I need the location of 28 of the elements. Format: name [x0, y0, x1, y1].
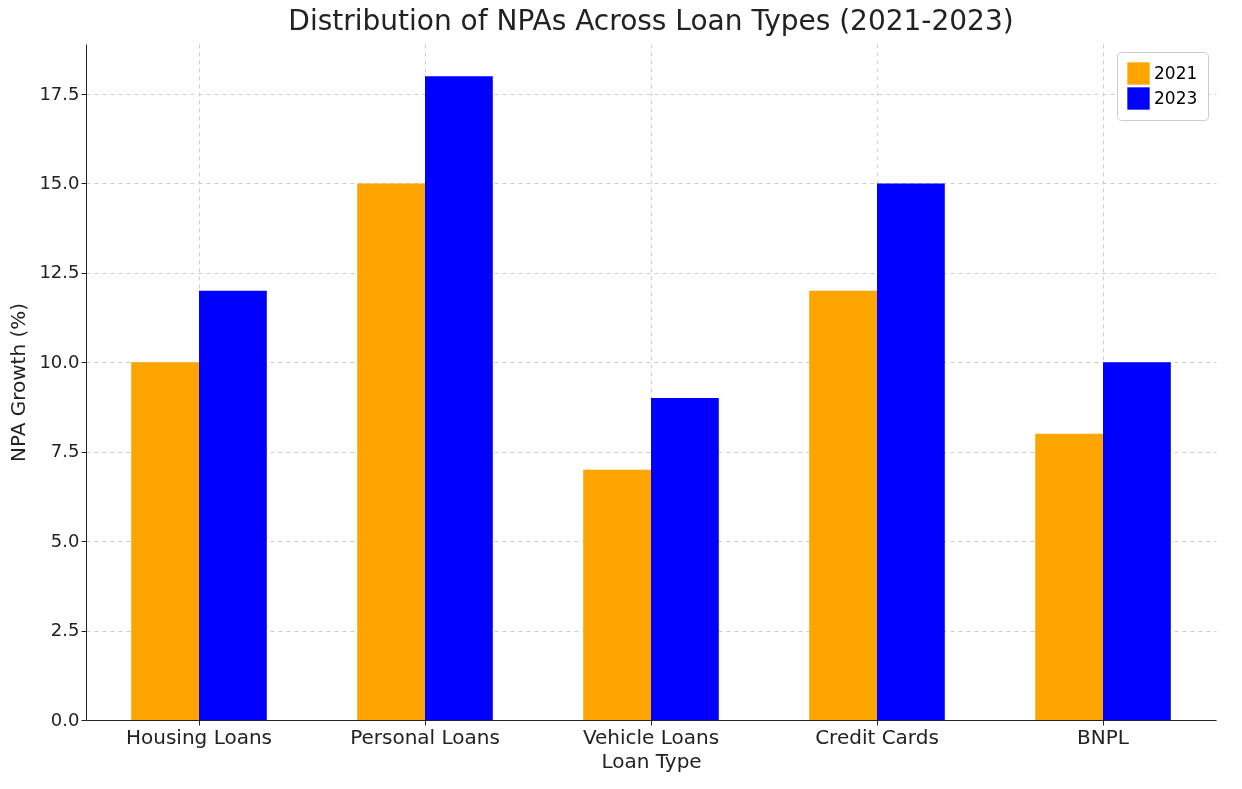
y-tick-label: 7.5 [50, 440, 80, 462]
y-tick-label: 17.5 [39, 82, 80, 104]
bar [809, 290, 877, 720]
x-tick-label: Housing Loans [125, 724, 273, 749]
bar [651, 398, 719, 720]
x-tick-label: BNPL [1077, 724, 1130, 749]
x-axis-title: Loan Type [601, 748, 702, 773]
bar [583, 469, 651, 720]
x-tick-label: Personal Loans [350, 724, 500, 749]
x-tick-label: Credit Cards [815, 724, 939, 749]
bar [199, 290, 267, 720]
y-tick-label: 0.0 [50, 708, 80, 730]
y-tick-label: 10.0 [39, 350, 80, 372]
legend-label: 2023 [1154, 87, 1198, 108]
y-tick-label: 15.0 [39, 171, 80, 193]
y-tick-label: 5.0 [50, 529, 80, 551]
bar [357, 183, 425, 720]
chart-title: Distribution of NPAs Across Loan Types (2021-2023) [288, 4, 1014, 37]
x-tick-label: Vehicle Loans [582, 724, 720, 749]
bar [1103, 362, 1171, 720]
y-axis-title: NPA Growth (%) [6, 302, 31, 463]
bar [131, 362, 199, 720]
bar [877, 183, 945, 720]
y-tick-label: 2.5 [50, 619, 80, 641]
y-tick-label: 12.5 [39, 261, 80, 283]
bar [1035, 433, 1103, 720]
bar [425, 76, 493, 720]
legend-label: 2021 [1154, 62, 1198, 83]
